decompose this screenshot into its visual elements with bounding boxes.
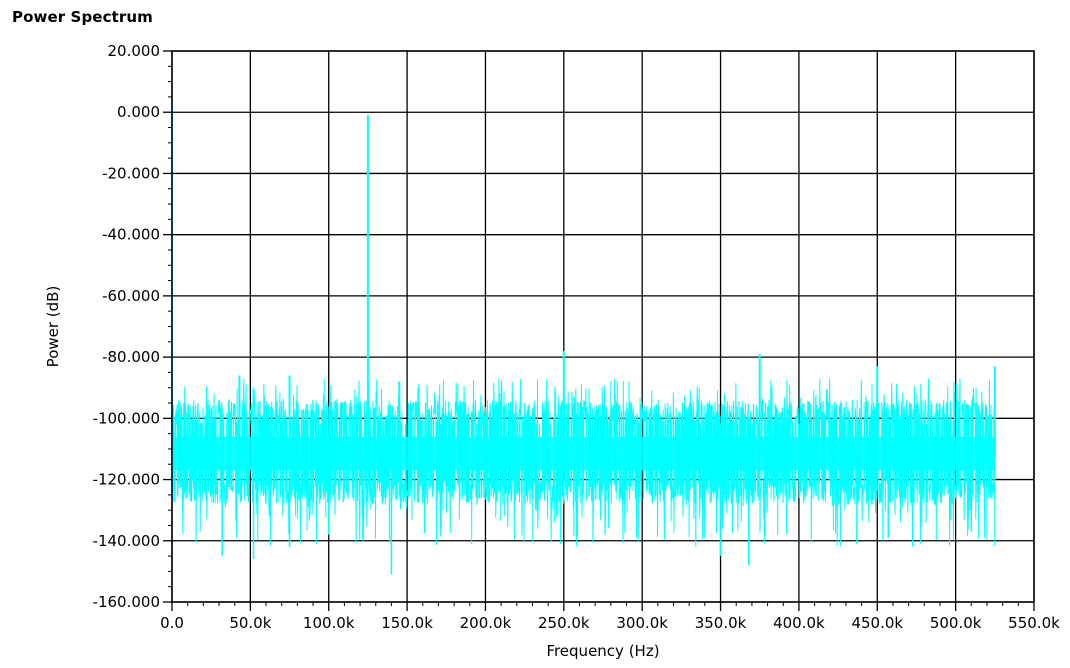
x-tick-label: 350.0k — [695, 614, 747, 632]
power-spectrum-series — [171, 103, 996, 575]
y-axis-label: Power (dB) — [44, 286, 62, 368]
grid-lines — [171, 50, 1035, 603]
x-axis-label: Frequency (Hz) — [546, 642, 659, 660]
x-tick-label: 100.0k — [303, 614, 355, 632]
x-tick-label: 250.0k — [538, 614, 590, 632]
y-tick-label: -100.000 — [93, 409, 160, 427]
noise-floor-band — [172, 436, 995, 471]
x-tick-label: 300.0k — [616, 614, 668, 632]
plot-frame — [171, 50, 1035, 603]
x-tick-label: 400.0k — [773, 614, 825, 632]
x-tick-label: 200.0k — [460, 614, 512, 632]
y-tick-label: -140.000 — [93, 532, 160, 550]
x-tick-label: 0.0 — [160, 614, 184, 632]
y-tick-label: -120.000 — [93, 471, 160, 489]
y-tick-label: -160.000 — [93, 593, 160, 611]
x-tick-label: 150.0k — [381, 614, 433, 632]
spectrum-trace — [171, 378, 996, 547]
chart-title: Power Spectrum — [12, 8, 153, 26]
y-tick-label: -20.000 — [102, 164, 160, 182]
x-tick-label: 550.0k — [1008, 614, 1060, 632]
x-tick-label: 450.0k — [851, 614, 903, 632]
y-tick-label: -40.000 — [102, 226, 160, 244]
y-tick-label: 20.000 — [108, 42, 161, 60]
y-tick-label: 0.000 — [117, 103, 160, 121]
y-tick-label: -60.000 — [102, 287, 160, 305]
x-tick-label: 50.0k — [229, 614, 271, 632]
y-axis: 20.000 0.000 -20.000 -40.000 -60.000 -80.000 -… — [93, 42, 172, 611]
x-tick-label: 500.0k — [930, 614, 982, 632]
y-tick-label: -80.000 — [102, 348, 160, 366]
x-axis: 0.0 50.0k 100.0k 150.0k 200.0k 250.0k 300.0k 35… — [160, 602, 1060, 632]
